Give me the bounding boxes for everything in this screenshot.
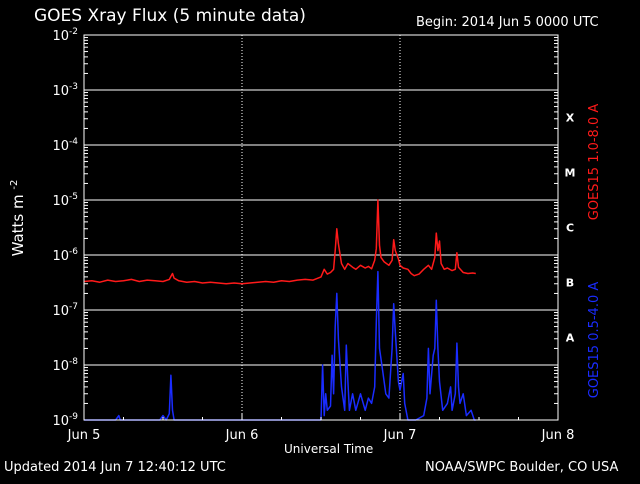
series-line-long [83,199,476,285]
legend-short-channel: GOES15 0.5-4.0 A [587,282,602,399]
x-tick-label: Jun 5 [67,428,101,443]
y-tick-label: 10-3 [52,82,78,99]
x-axis-label: Universal Time [284,442,374,456]
x-tick-label: Jun 6 [225,428,259,443]
y-tick-label: 10-7 [52,302,78,319]
y-tick-label: 10-8 [52,357,78,374]
legend-long-channel: GOES15 1.0-8.0 A [587,104,602,221]
y-axis-label: Watts m -2 [9,180,27,257]
y-tick-label: 10-9 [52,412,78,429]
y-tick-label: 10-6 [52,247,78,264]
x-tick-label: Jun 8 [541,428,575,443]
x-tick-label: Jun 7 [383,428,417,443]
flare-class-label: C [566,222,574,235]
y-tick-label: 10-2 [52,27,78,44]
chart-title: GOES Xray Flux (5 minute data) [34,6,306,26]
y-tick-label: 10-5 [52,192,78,209]
begin-time: Begin: 2014 Jun 5 0000 UTC [416,15,599,30]
y-tick-label: 10-4 [52,137,78,154]
plot-frame [83,34,559,421]
flare-class-label: X [566,112,575,125]
flare-class-label: B [566,277,574,290]
flare-class-label: A [566,332,575,345]
series-line-short [84,270,476,421]
updated-timestamp: Updated 2014 Jun 7 12:40:12 UTC [4,460,226,475]
credit-text: NOAA/SWPC Boulder, CO USA [425,460,619,475]
flare-class-label: M [565,167,576,180]
